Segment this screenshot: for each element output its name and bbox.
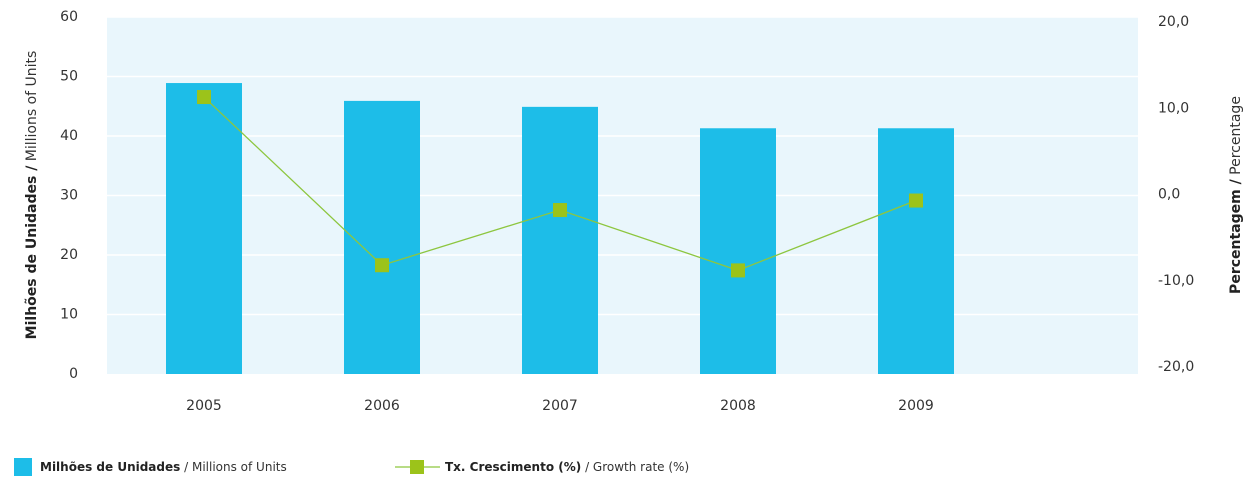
y2-tick-label: -10,0 [1158, 273, 1194, 289]
legend-translation: / Millions of Units [184, 460, 287, 474]
y-tick-label: 30 [60, 188, 78, 204]
y-tick-label: 10 [60, 307, 78, 323]
y2-tick-label: 10,0 [1158, 100, 1189, 116]
bar [344, 100, 420, 375]
y-axis-label: Milhões de Unidades / Millions of Units [24, 51, 40, 340]
x-tick-label: 2007 [542, 398, 578, 414]
line-marker [375, 258, 389, 273]
y-label-main: Milhões de Unidades / [24, 165, 40, 340]
x-tick-label: 2005 [186, 398, 222, 414]
line-marker [731, 263, 745, 278]
bar [166, 83, 242, 375]
y-tick-label: 0 [69, 366, 78, 382]
legend-name: Tx. Crescimento (%) [445, 460, 581, 474]
line-marker [553, 203, 567, 218]
x-tick-label: 2008 [720, 398, 756, 414]
x-tick-label: 2009 [898, 398, 934, 414]
legend-marker [410, 460, 424, 474]
line-marker [197, 90, 211, 105]
y-tick-label: 50 [60, 69, 78, 85]
y2-label-translation: Percentage [1228, 96, 1244, 175]
y-tick-label: 60 [60, 9, 78, 25]
legend-translation: / Growth rate (%) [585, 460, 689, 474]
y-label-translation: Millions of Units [24, 51, 40, 162]
y-tick-label: 40 [60, 128, 78, 144]
legend-entry: Milhões de Unidades / Millions of Units [40, 460, 287, 474]
bar [522, 106, 598, 374]
line-marker [909, 193, 923, 208]
y2-label-main: Percentagem / [1228, 178, 1244, 294]
x-tick-label: 2006 [364, 398, 400, 414]
y-tick-label: 20 [60, 247, 78, 263]
bar [878, 128, 954, 374]
legend-entry: Tx. Crescimento (%) / Growth rate (%) [445, 460, 689, 474]
y2-tick-label: 20,0 [1158, 14, 1189, 30]
bar [700, 128, 776, 374]
y2-tick-label: 0,0 [1158, 187, 1180, 203]
legend-name: Milhões de Unidades [40, 460, 180, 474]
y2-axis-label: Percentagem / Percentage [1228, 96, 1244, 294]
legend-swatch [14, 458, 32, 476]
y2-tick-label: -20,0 [1158, 359, 1194, 375]
